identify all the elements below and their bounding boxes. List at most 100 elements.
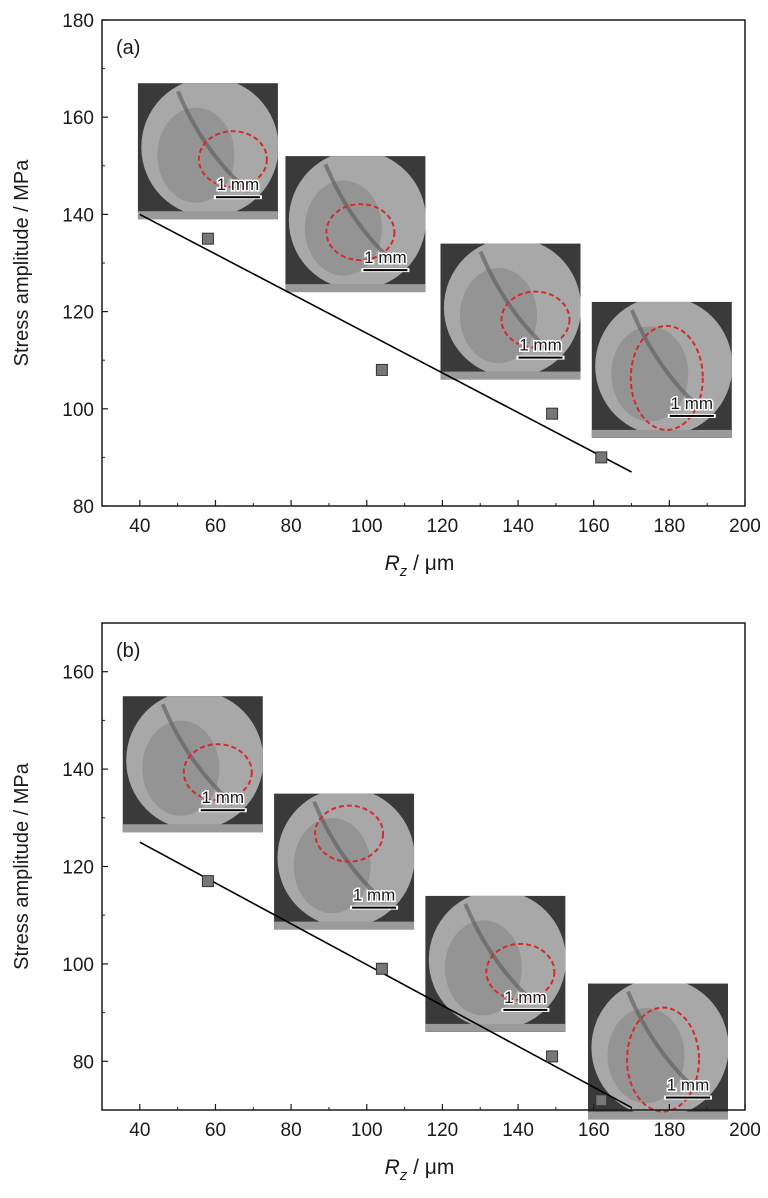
data-point (201, 875, 214, 888)
scale-bar-label: 1 mm (353, 886, 396, 905)
fracture-texture (607, 1007, 685, 1104)
fit-line (139, 213, 632, 473)
scale-bar-label: 1 mm (202, 788, 245, 807)
crack-origin-outline (629, 324, 704, 431)
fracture-ridge (478, 250, 552, 354)
x-axis-label-main: R (385, 1156, 400, 1179)
crack-origin-outline (182, 743, 253, 802)
fracture-texture (142, 720, 220, 816)
crack-origin-outline (500, 290, 571, 349)
y-tick-label: 80 (73, 497, 94, 518)
fracture-texture (157, 107, 235, 203)
scale-bar-label: 1 mm (667, 1076, 710, 1095)
fracture-texture (293, 818, 371, 914)
x-tick-label: 60 (205, 516, 226, 537)
data-point (546, 407, 559, 420)
fracture-texture (444, 920, 522, 1016)
y-tick-label: 100 (62, 955, 94, 976)
scale-bar-line (669, 414, 714, 417)
data-point (595, 451, 608, 464)
x-tick-label: 60 (205, 1120, 226, 1141)
x-axis-label-sub: z (399, 563, 408, 580)
fracture-texture (611, 326, 689, 422)
x-axis-label: Rz / μm (385, 552, 455, 580)
crack-origin-outline (626, 1006, 701, 1113)
x-tick-label: 140 (502, 516, 534, 537)
fixture-strip (591, 429, 732, 438)
scale-bar-line (215, 196, 260, 199)
crack-origin-outline (485, 942, 556, 1001)
fracture-inset-image: 1 mm (274, 793, 415, 930)
x-tick-label: 120 (427, 516, 459, 537)
panel-label: (a) (116, 37, 140, 59)
fixture-strip (274, 921, 415, 930)
scale-bar-line (503, 1008, 548, 1011)
fracture-inset-image: 1 mm (440, 243, 581, 380)
data-point (375, 962, 388, 975)
y-tick-label: 120 (62, 303, 94, 324)
x-tick-label: 40 (129, 1120, 150, 1141)
fixture-strip (137, 211, 278, 220)
x-tick-label: 120 (427, 1120, 459, 1141)
fracture-inset-image: 1 mm (285, 156, 426, 293)
fracture-ridge (176, 90, 250, 193)
scale-bar-line (200, 809, 245, 812)
fracture-inset-image: 1 mm (591, 301, 732, 438)
y-tick-label: 100 (62, 400, 94, 421)
chart-panel-a: 1 mm 1 mm 1 mm 1 mm 40 60 80 100 120 140 160 180 200… (11, 11, 761, 580)
x-tick-label: 200 (729, 1120, 761, 1141)
y-tick-label: 140 (62, 760, 94, 781)
fracture-ridge (312, 800, 386, 904)
x-axis-label: Rz / μm (385, 1156, 455, 1184)
x-axis-label-unit: / μm (407, 552, 454, 575)
scale-bar-label: 1 mm (671, 394, 714, 413)
x-tick-label: 140 (502, 1120, 534, 1141)
y-axis-label: Stress amplitude / MPa (11, 159, 33, 367)
crack-origin-outline (325, 203, 396, 262)
data-point (375, 363, 388, 376)
fixture-strip (588, 1111, 729, 1120)
fracture-texture (459, 268, 537, 364)
chart-panel-b: 1 mm 1 mm 1 mm 1 mm 40 60 80 100 120 140 160 180 200… (11, 622, 761, 1184)
y-tick-label: 80 (73, 1052, 94, 1073)
x-tick-label: 80 (281, 1120, 302, 1141)
x-tick-label: 80 (281, 516, 302, 537)
fixture-strip (425, 1023, 566, 1032)
x-axis-label-unit: / μm (407, 1156, 454, 1179)
x-tick-label: 180 (654, 516, 686, 537)
scale-bar-line (518, 356, 563, 359)
panel-label: (b) (116, 640, 140, 662)
y-tick-label: 120 (62, 858, 94, 879)
fracture-ridge (463, 903, 537, 1006)
scale-bar-line (666, 1096, 711, 1099)
crack-origin-outline (314, 804, 385, 863)
x-tick-label: 160 (578, 516, 610, 537)
fracture-ridge (160, 703, 235, 806)
y-tick-label: 140 (62, 205, 94, 226)
x-tick-label: 40 (129, 516, 150, 537)
fracture-ridge (626, 990, 700, 1094)
x-tick-label: 100 (351, 516, 383, 537)
fit-line (139, 841, 632, 1109)
scale-bar-line (363, 269, 408, 272)
data-point (201, 232, 214, 245)
fracture-inset-image: 1 mm (588, 983, 729, 1120)
x-tick-label: 200 (729, 516, 761, 537)
fracture-inset-image: 1 mm (122, 696, 263, 833)
fixture-strip (440, 371, 581, 380)
x-tick-label: 100 (351, 1120, 383, 1141)
x-axis-label-main: R (385, 552, 400, 575)
y-tick-label: 160 (62, 108, 94, 129)
y-tick-label: 160 (62, 663, 94, 684)
data-point (595, 1094, 608, 1107)
scale-bar-line (352, 906, 397, 909)
x-tick-label: 180 (654, 1120, 686, 1141)
fracture-ridge (323, 163, 397, 266)
scale-bar-label: 1 mm (504, 988, 547, 1007)
fixture-strip (122, 824, 263, 833)
fracture-inset-image: 1 mm (137, 83, 278, 220)
scale-bar-label: 1 mm (519, 336, 562, 355)
fracture-ridge (629, 309, 704, 412)
x-tick-label: 160 (578, 1120, 610, 1141)
